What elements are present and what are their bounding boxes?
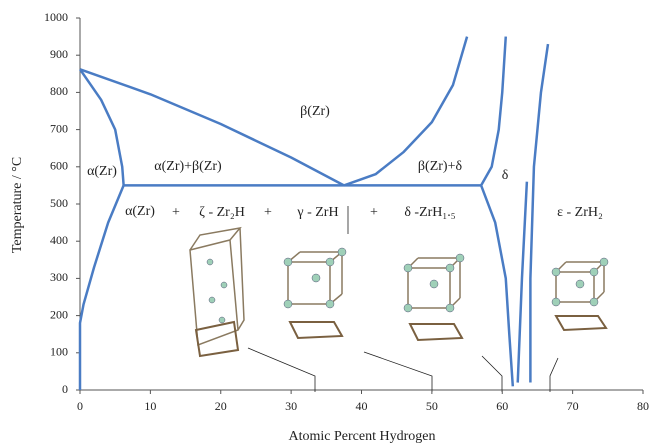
leader-line	[550, 358, 558, 392]
phase-label: α(Zr)+β(Zr)	[154, 159, 222, 174]
x-tick-label: 50	[426, 399, 438, 413]
x-tick-label: 40	[356, 399, 368, 413]
phase-boundary	[481, 185, 513, 386]
x-tick-label: 80	[637, 399, 649, 413]
y-tick-label: 400	[50, 233, 68, 247]
axes	[80, 18, 643, 390]
x-tick-label: 10	[144, 399, 156, 413]
phase-boundary	[518, 182, 527, 383]
y-axis-title: Temperature / °C	[10, 157, 25, 253]
phase-label: γ - ZrH	[296, 205, 338, 220]
y-tick-label: 200	[50, 307, 68, 321]
y-tick-label: 500	[50, 196, 68, 210]
phase-label: +	[172, 205, 180, 220]
y-tick-label: 100	[50, 345, 68, 359]
phase-label: δ	[502, 168, 509, 183]
epsilon-cell	[552, 258, 608, 330]
phase-label: δ -ZrH₁.₅	[404, 205, 455, 220]
y-tick-label: 1000	[44, 10, 68, 24]
phase-label: +	[264, 205, 272, 220]
phase-label: α(Zr)	[87, 164, 117, 179]
phase-label: +	[370, 205, 378, 220]
phase-label: β(Zr)+δ	[418, 159, 463, 174]
phase-boundary	[481, 37, 506, 186]
delta-cell	[404, 254, 464, 340]
y-tick-label: 0	[62, 382, 68, 396]
x-tick-label: 20	[215, 399, 227, 413]
y-tick-label: 800	[50, 84, 68, 98]
phase-label: β(Zr)	[300, 104, 330, 119]
zeta-cell	[190, 228, 244, 356]
y-tick-label: 700	[50, 121, 68, 135]
phase-label: ε - ZrH₂	[557, 205, 603, 220]
chart: Atomic Percent Hydrogen Temperature / °C…	[0, 0, 652, 447]
leader-line	[248, 348, 315, 392]
x-tick-label: 70	[567, 399, 579, 413]
y-tick-label: 300	[50, 270, 68, 284]
structure-icons	[190, 206, 608, 392]
phase-label: α(Zr)	[125, 204, 155, 219]
phase-label: ζ - Zr₂H	[199, 205, 245, 220]
x-tick-label: 30	[285, 399, 297, 413]
leader-line	[482, 356, 502, 392]
gamma-cell	[284, 248, 346, 338]
phase-boundary	[80, 185, 124, 390]
leader-line	[364, 352, 432, 392]
y-tick-label: 600	[50, 159, 68, 173]
x-tick-label: 60	[496, 399, 508, 413]
phase-boundary	[530, 44, 548, 383]
x-axis-title: Atomic Percent Hydrogen	[289, 429, 436, 444]
y-tick-label: 900	[50, 47, 68, 61]
x-tick-label: 0	[77, 399, 83, 413]
